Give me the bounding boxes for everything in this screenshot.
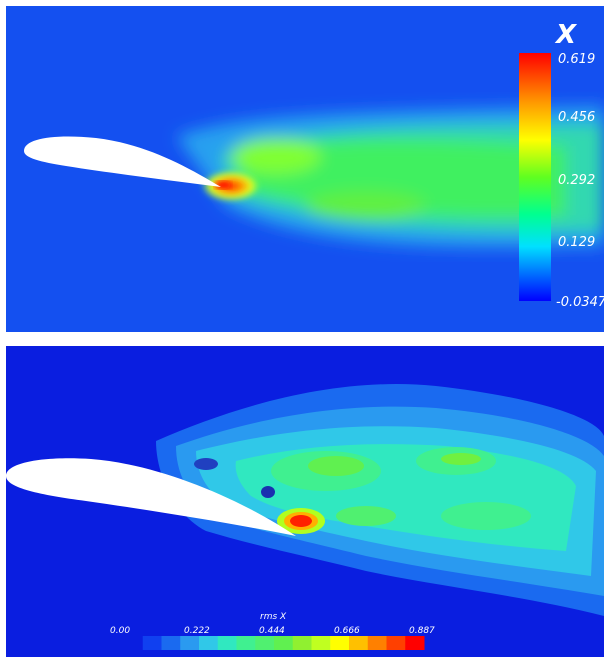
rms-field-image (6, 346, 604, 657)
colorbar-band (142, 636, 162, 650)
instantaneous-field-image (6, 6, 604, 332)
wake-region (176, 106, 604, 248)
rms-field-plot: rms X 0.00 0.222 0.444 0.666 0.887 (6, 346, 604, 657)
airfoil-shape (24, 136, 221, 187)
colorbar-band (349, 636, 369, 650)
colorbar-band (386, 636, 406, 650)
colorbar-tick-label: 0.292 (558, 173, 596, 188)
colorbar-tick-label: 0.887 (409, 626, 435, 636)
colorbar-tick-label: 0.456 (558, 110, 596, 125)
colorbar-band (199, 636, 219, 650)
colorbar-tick-label: 0.00 (110, 626, 131, 636)
colorbar-band (367, 636, 387, 650)
colorbar-gradient (519, 53, 551, 301)
colorbar-tick-label: 0.619 (558, 52, 596, 67)
colorbar-tick-label: 0.222 (184, 626, 210, 636)
colorbar-tick-label: -0.0347 (556, 295, 604, 310)
colorbar-band (180, 636, 200, 650)
instantaneous-field-plot: X 0.619 0.456 0.292 0.129 -0.0347 (6, 6, 604, 332)
colorbar-band (217, 636, 237, 650)
colorbar-band (274, 636, 294, 650)
colorbar-band (161, 636, 181, 650)
hot-spot (201, 170, 261, 202)
colorbar-bands (124, 636, 425, 650)
colorbar-band (311, 636, 331, 650)
colorbar-band (124, 636, 144, 650)
colorbar-band (255, 636, 275, 650)
colorbar-title: rms X (260, 612, 287, 622)
colorbar-band (236, 636, 256, 650)
colorbar-tick-label: 0.666 (334, 626, 360, 636)
colorbar-title: X (555, 20, 576, 50)
colorbar-band (292, 636, 312, 650)
colorbar-tick-label: 0.129 (558, 235, 596, 250)
rms-contours (156, 384, 604, 616)
colorbar-band (405, 636, 425, 650)
colorbar-tick-label: 0.444 (259, 626, 285, 636)
colorbar-band (330, 636, 350, 650)
airfoil-shape (6, 458, 296, 536)
